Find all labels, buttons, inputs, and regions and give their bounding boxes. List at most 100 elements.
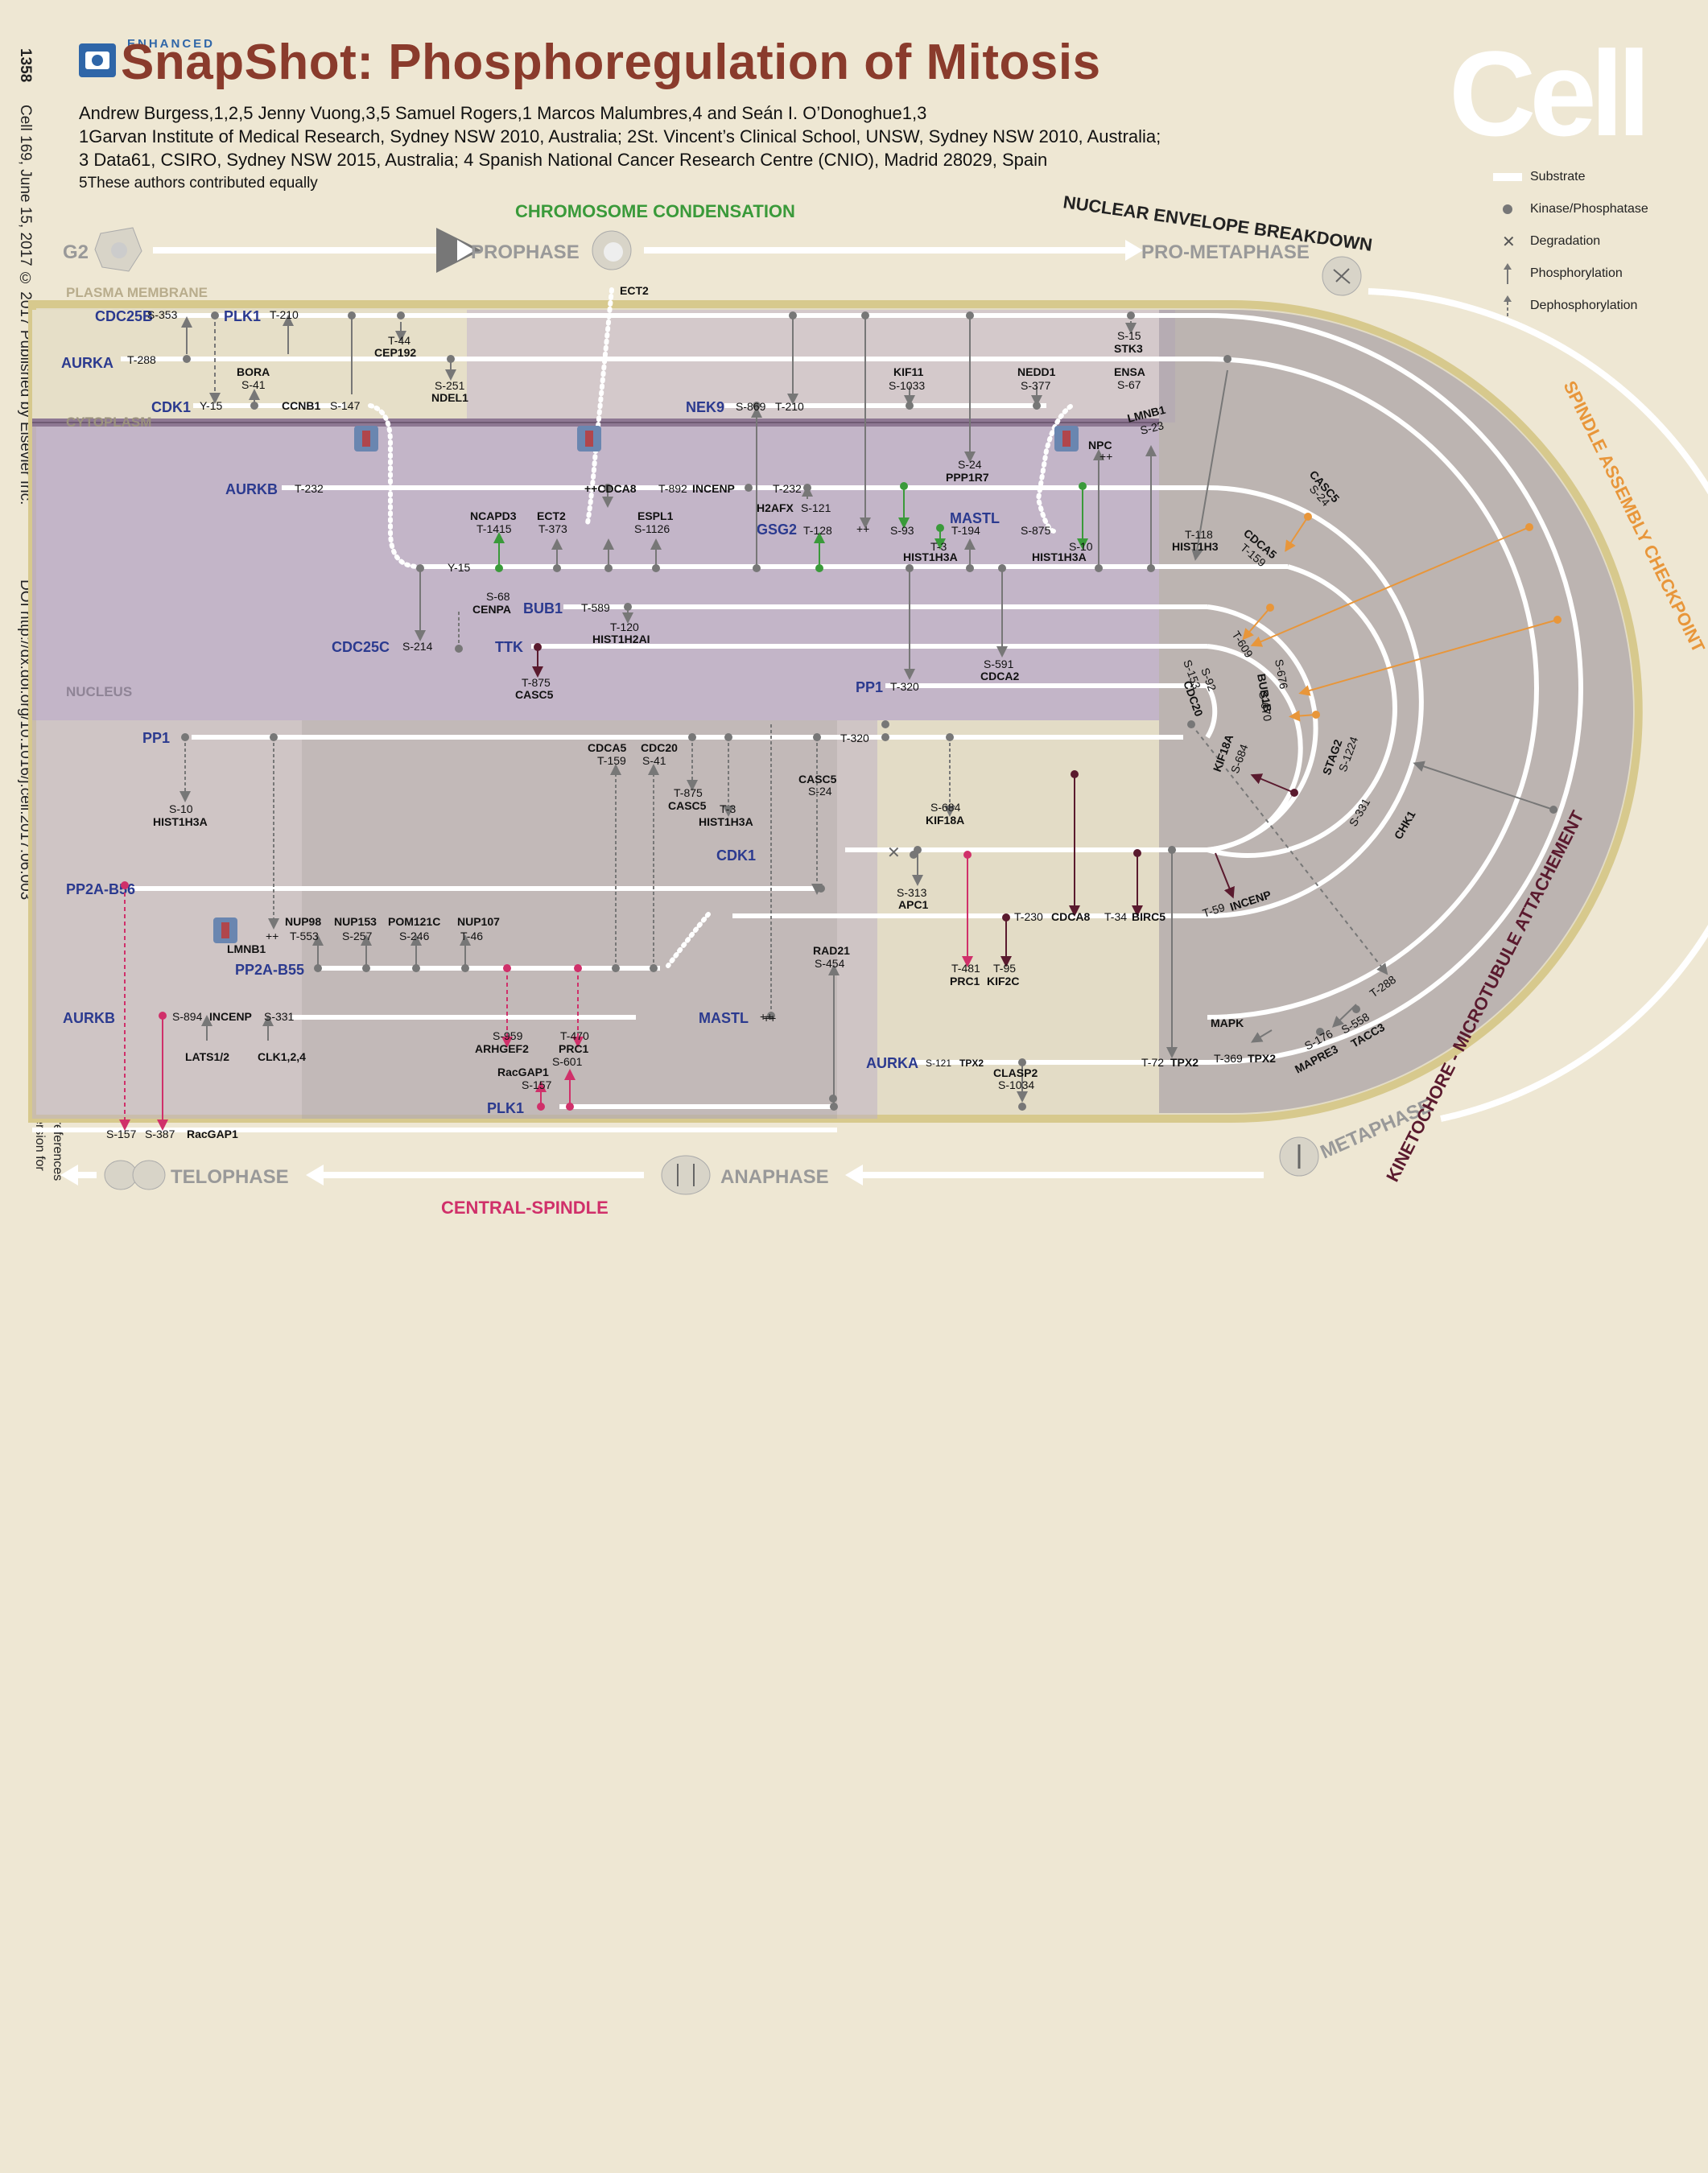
legend-label: Phosphorylation [1530,266,1623,280]
substrate-label: TPX2 [959,1058,984,1069]
site-label: S-121 [926,1058,951,1069]
legend-item-dephosphorylation: Dephosphorylation [1493,290,1648,322]
substrate-label: ESPL1 [637,509,674,522]
site-label: T-373 [538,522,567,535]
site-label: S-454 [815,957,845,970]
kinase-cdc25c: CDC25C [332,639,390,655]
phase-prometaphase: PRO-METAPHASE [1141,241,1310,263]
legend-label: Degradation [1530,234,1601,248]
prometaphase-cell-icon [1322,256,1362,296]
site-label: S-24 [808,785,832,798]
substrate-bar-icon [1493,169,1525,185]
site-label: S-670 [1256,691,1274,723]
substrate-label: APC1 [898,898,929,911]
cell-compartments [28,300,1643,1123]
site-label: T-194 [951,524,980,537]
substrate-label: ENSA [1114,365,1145,378]
substrate-label: PRC1 [950,975,980,988]
site-label: T-3 [720,802,736,815]
site-label: S-353 [147,308,178,321]
site-label: S-869 [736,400,766,413]
site-label: S-10 [169,802,193,815]
site-label: T-892 [658,482,687,495]
site-label: T-72 [1141,1056,1164,1069]
site-label: Y-15 [200,399,223,412]
kinase-nek9: NEK9 [686,399,724,415]
site-label: S-93 [890,524,914,537]
substrate-label: MAPK [1211,1016,1244,1029]
kinase-gsg2: GSG2 [757,522,797,538]
kinase-mastl-bottom: MASTL [699,1010,749,1026]
site-label: T-875 [522,676,551,689]
site-label: S-313 [897,886,927,899]
enhanced-snapshot-icon [79,43,116,77]
legend-label: Substrate [1530,170,1586,183]
prophase-cell-icon [592,230,632,270]
site-label: T-589 [581,601,610,614]
phase-prophase: PROPHASE [471,241,580,263]
author-block: Andrew Burgess,1,2,5 Jenny Vuong,3,5 Sam… [79,101,1161,195]
substrate-label: CLASP2 [993,1066,1038,1079]
g2-cell-icon [94,227,142,272]
kinase-plk1-bottom: PLK1 [487,1100,524,1116]
site-label: S-67 [1117,378,1141,391]
site-label: S-157 [106,1128,137,1140]
substrate-label: CASC5 [668,799,707,812]
kinase-ttk: TTK [495,639,523,655]
substrate-label: LMNB1 [227,942,266,955]
substrate-label: LATS1/2 [185,1050,229,1063]
substrate-label: CDC20 [641,741,678,754]
anaphase-cell-icon [661,1155,711,1195]
substrate-label: HIST1H3A [903,550,958,563]
substrate-label: CASC5 [515,688,554,701]
site-label: S-15 [1117,329,1141,342]
substrate-label: TPX2 [1170,1056,1198,1069]
site-label: T-470 [560,1029,589,1042]
site-label: S-41 [241,378,266,391]
legend-item-kinase: Kinase/Phosphatase [1493,193,1648,225]
substrate-label: NUP107 [457,915,500,928]
site-label: Y-15 [448,561,471,574]
interaction-arrows [119,315,1558,1131]
kinase-pp2a-b56: PP2A-B56 [66,881,135,897]
substrate-label: NCAPD3 [470,509,517,522]
dashed-arrow-icon [1493,295,1525,316]
mitosis-diagram: PLASMA MEMBRANE CYTOPLASM NUCLEUS G2 PRO… [28,192,1708,1218]
legend: Substrate Kinase/Phosphatase ✕ Degradati… [1493,161,1648,322]
site-label: T-1415 [477,522,512,535]
site-label: T-369 [1214,1052,1243,1065]
kinase-cdc25b: CDC25B [95,308,153,324]
site-label: S-24 [958,458,982,471]
site-label: T-288 [127,353,156,366]
nucleus-label: NUCLEUS [66,684,132,699]
site-label: S-257 [342,930,373,942]
site-label: ++ [1099,450,1112,463]
affiliation-line-2: 3 Data61, CSIRO, Sydney NSW 2015, Austra… [79,150,1048,170]
site-label: S-1034 [998,1078,1034,1091]
substrate-label: INCENP [692,482,735,495]
legend-label: Dephosphorylation [1530,299,1638,312]
site-label: S-68 [486,590,510,603]
site-label: T-159 [597,754,626,767]
affiliation-line-3: 5These authors contributed equally [79,175,318,192]
kinase-nodes [121,311,1562,1111]
substrate-label: BORA [237,365,270,378]
page-title: SnapShot: Phosphoregulation of Mitosis [121,35,1101,90]
kinase-plk1-top: PLK1 [224,308,261,324]
substrate-label: POM121C [388,915,440,928]
site-label: S-894 [172,1010,203,1023]
site-label: T-210 [775,400,804,413]
cytoplasm-label: CYTOPLASM [66,414,151,430]
metaphase-cell-icon [1279,1136,1319,1177]
substrate-label: KIF2C [987,975,1019,988]
site-label: S-41 [642,754,666,767]
site-label: S-331 [264,1010,295,1023]
site-label: T-320 [840,732,869,744]
degradation-x-icon: ✕ [1502,233,1516,251]
substrate-label: ++CDCA8 [584,482,637,495]
phase-anaphase: ANAPHASE [720,1166,829,1188]
site-label: S-147 [330,399,361,412]
substrate-label: TPX2 [1248,1052,1276,1065]
substrate-label: ARHGEF2 [475,1042,529,1055]
site-label: S-214 [402,640,433,653]
